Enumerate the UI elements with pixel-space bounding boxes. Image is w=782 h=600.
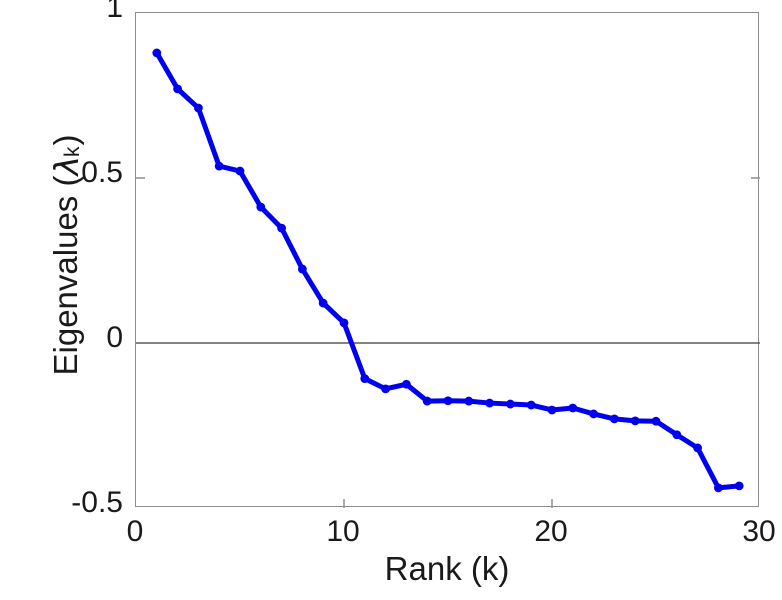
data-point-marker	[651, 416, 661, 426]
y-tick-label-0_5: 0.5	[81, 156, 123, 189]
data-point-marker	[714, 483, 723, 493]
data-point-marker	[443, 396, 453, 406]
data-point-marker	[734, 481, 744, 491]
x-tick-label-10: 10	[326, 515, 360, 548]
plot-svg	[136, 48, 760, 508]
data-point-marker	[464, 396, 474, 406]
data-point-marker	[485, 398, 494, 408]
data-point-marker	[298, 264, 307, 274]
y-tick-label-1: 1	[106, 0, 123, 24]
data-point-marker	[422, 396, 432, 406]
data-point-marker	[630, 416, 640, 426]
plot-area	[135, 12, 760, 508]
data-point-marker	[589, 409, 598, 419]
data-point-marker	[693, 443, 702, 453]
data-point-marker	[506, 399, 515, 409]
y-tick-label-neg0_5: -0.5	[71, 486, 123, 519]
data-point-marker	[568, 403, 578, 413]
data-point-marker	[526, 400, 536, 410]
data-point-marker	[214, 161, 224, 171]
x-tick-label-20: 20	[534, 515, 568, 548]
data-point-marker	[547, 405, 557, 415]
data-point-marker	[277, 223, 286, 233]
y-tick-label-0: 0	[106, 321, 123, 354]
x-tick-label-0: 0	[126, 515, 144, 548]
data-point-marker	[360, 374, 370, 384]
data-point-marker	[256, 202, 266, 212]
y-axis-label-suffix: )	[47, 134, 84, 146]
data-point-marker	[235, 166, 245, 176]
data-point-marker	[339, 318, 349, 328]
data-point-marker	[318, 298, 328, 308]
data-point-marker	[610, 414, 619, 424]
data-point-marker	[672, 430, 682, 440]
data-point-marker	[194, 103, 203, 113]
data-point-marker	[173, 84, 182, 94]
data-point-marker	[381, 384, 390, 394]
data-point-marker	[152, 48, 162, 58]
data-point-marker	[402, 379, 411, 389]
x-axis-label: Rank (k)	[384, 550, 510, 587]
x-tick-label-30: 30	[742, 515, 776, 548]
